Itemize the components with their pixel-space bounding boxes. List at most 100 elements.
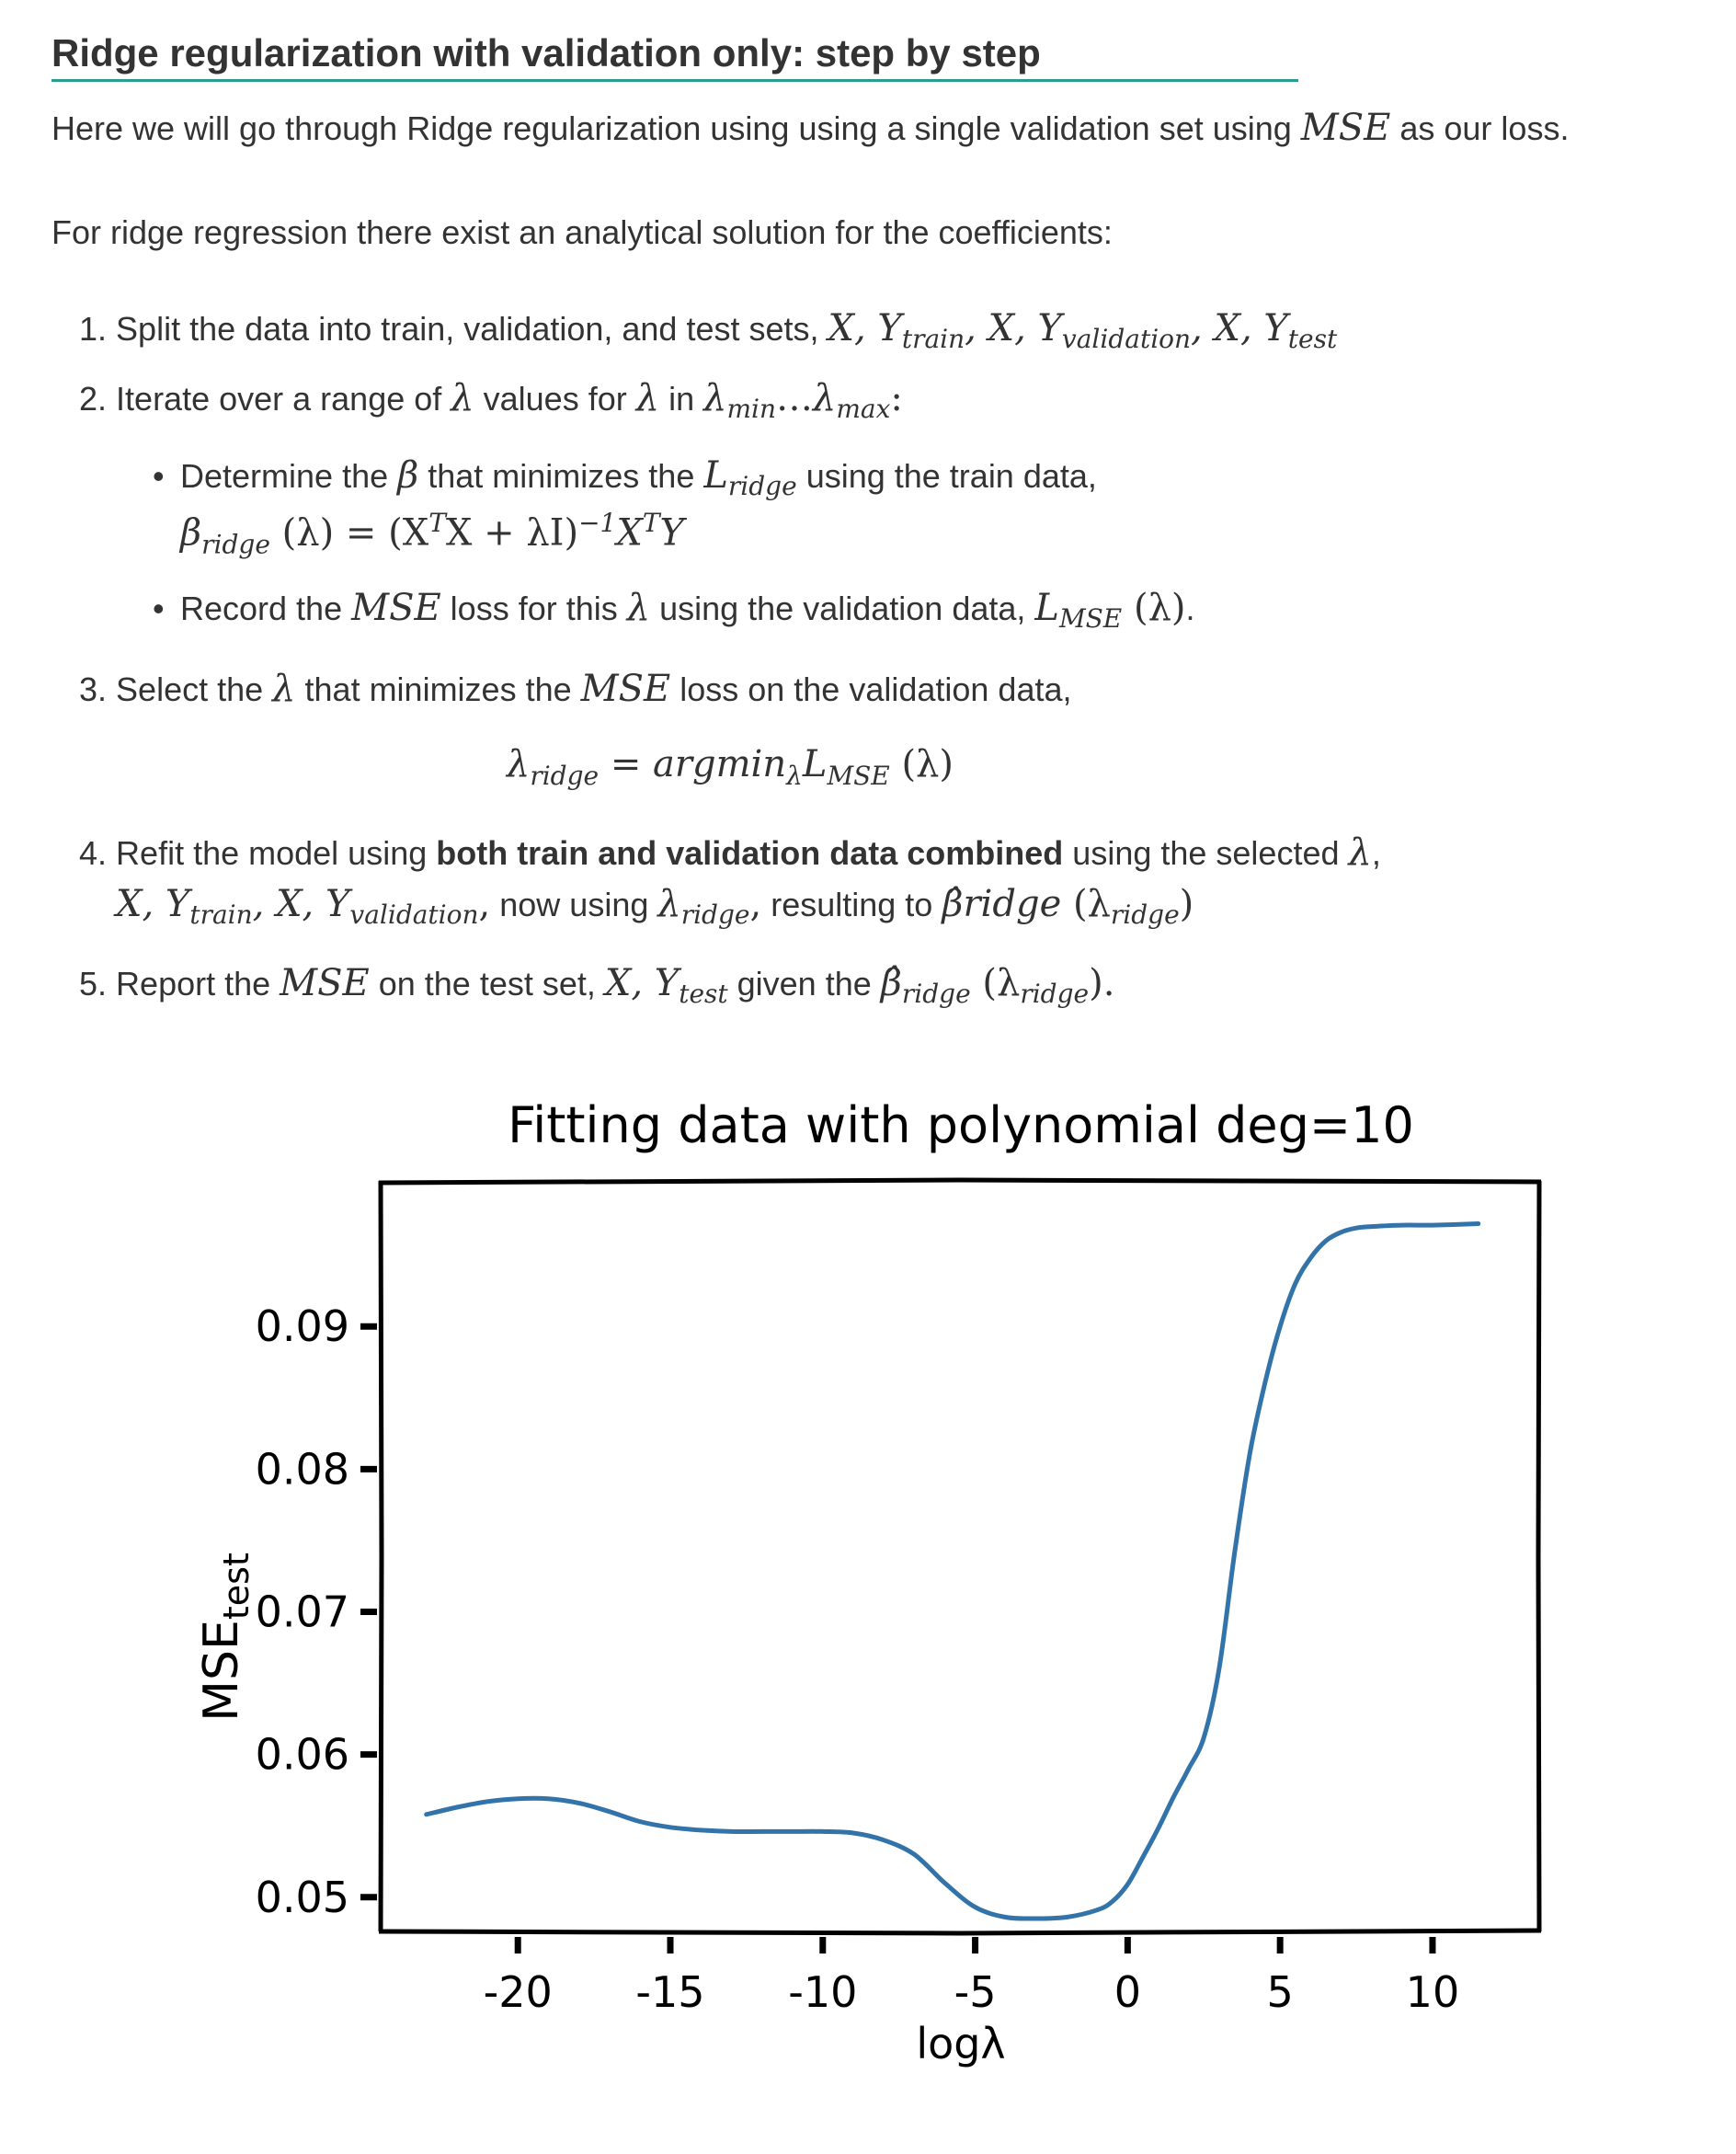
math-sup: T bbox=[642, 508, 660, 538]
math-lambda: λ bbox=[813, 377, 837, 419]
math-lambda: λ bbox=[626, 587, 651, 629]
y-axis-label: MSEtest bbox=[194, 1552, 257, 1722]
y-tick-label: 0.06 bbox=[256, 1730, 349, 1780]
math-expr: ). bbox=[1089, 962, 1115, 1004]
math-sub: test bbox=[1287, 324, 1338, 355]
math-sub: train bbox=[901, 324, 965, 355]
math-expr: = argmin bbox=[599, 743, 787, 785]
math-expr: X + λI) bbox=[445, 511, 579, 555]
chart-title: Fitting data with polynomial deg=10 bbox=[508, 1096, 1414, 1154]
math-beta: β bbox=[180, 511, 202, 555]
intro-text-start: Here we will go through Ridge regulariza… bbox=[51, 109, 1301, 147]
math-sub: λ bbox=[786, 761, 803, 791]
step-text: resulting to bbox=[761, 886, 942, 923]
bullet-record-mse: • Record the MSE loss for this λ using th… bbox=[153, 587, 1195, 634]
math-sub: ridge bbox=[680, 899, 750, 931]
math-beta: β bbox=[397, 454, 419, 497]
step-4: 4. Refit the model using both train and … bbox=[79, 831, 1381, 874]
step-number: 5. bbox=[79, 965, 108, 1003]
mse-vs-lambda-chart: Fitting data with polynomial deg=10 0.05… bbox=[194, 1096, 1542, 2068]
step-2: 2. Iterate over a range of λ values for … bbox=[79, 377, 903, 424]
math-sub: ridge bbox=[901, 979, 971, 1010]
y-tick-label: 0.07 bbox=[256, 1587, 349, 1637]
bullet-text: using the train data, bbox=[796, 457, 1097, 495]
math-sub: max bbox=[836, 394, 891, 425]
step-text: Report the bbox=[116, 965, 280, 1003]
step-number: 3. bbox=[79, 670, 108, 708]
step-1: 1. Split the data into train, validation… bbox=[79, 307, 1337, 354]
math-xy: , X, Y bbox=[252, 883, 350, 925]
step-text: on the test set, bbox=[369, 965, 605, 1003]
bullet-dot-icon: • bbox=[153, 457, 165, 495]
math-sub: ridge bbox=[1110, 899, 1180, 931]
math-mse: MSE bbox=[580, 668, 671, 710]
step-number: 2. bbox=[79, 380, 108, 418]
math-sub: validation bbox=[1061, 324, 1192, 355]
math-expr: (λ) bbox=[1122, 587, 1186, 629]
math-beta-hat: β̂ bbox=[880, 962, 902, 1004]
math-xy: X, Y bbox=[116, 883, 190, 925]
x-tick-label: 5 bbox=[1267, 1967, 1294, 2017]
step-5: 5. Report the MSE on the test set, X, Yt… bbox=[79, 962, 1114, 1009]
axis-top bbox=[378, 1177, 1542, 1186]
step-text: now using bbox=[490, 886, 658, 923]
math-sub: ridge bbox=[727, 471, 797, 502]
x-tick-label: 0 bbox=[1114, 1967, 1141, 2017]
y-tick-label: 0.09 bbox=[256, 1301, 349, 1351]
math-expr: (λ) = (X bbox=[269, 511, 429, 555]
math-xy: X, Y bbox=[604, 962, 680, 1004]
x-axis-label: logλ bbox=[916, 2019, 1005, 2068]
math-L: L bbox=[703, 454, 728, 497]
math-L: L bbox=[1034, 587, 1059, 629]
lambda-ridge-equation: λridge = argminλLMSE (λ) bbox=[0, 743, 1598, 791]
math-expr: (λ bbox=[970, 962, 1021, 1004]
math-lambda: λ bbox=[451, 377, 474, 419]
math-sub: MSE bbox=[1058, 603, 1123, 635]
step-text: that minimizes the bbox=[295, 670, 581, 708]
math-sup: T bbox=[428, 508, 446, 538]
step-3: 3. Select the λ that minimizes the MSE l… bbox=[79, 668, 1072, 710]
bullet-text: that minimizes the bbox=[418, 457, 704, 495]
step-text: given the bbox=[727, 965, 881, 1003]
math-xy: , X, Y bbox=[965, 307, 1062, 349]
step-text: Iterate over a range of bbox=[116, 380, 451, 418]
beta-ridge-formula: βridge (λ) = (XTX + λI)−1XTY bbox=[180, 508, 684, 559]
math-expr: ) bbox=[1179, 883, 1194, 925]
math-lambda: λ bbox=[506, 743, 531, 785]
math-colon: : bbox=[890, 377, 903, 419]
axis-left bbox=[378, 1180, 384, 1932]
step-4-continued: X, Ytrain, X, Yvalidation, now using λri… bbox=[116, 883, 1194, 930]
y-tick-label: 0.05 bbox=[256, 1873, 349, 1922]
x-tick-label: -10 bbox=[788, 1967, 857, 2017]
step-text: using the selected bbox=[1063, 834, 1349, 872]
bullet-text: using the validation data, bbox=[650, 590, 1035, 627]
math-xy: , X, Y bbox=[1191, 307, 1288, 349]
step-text: , bbox=[1371, 834, 1381, 872]
bullet-text: . bbox=[1185, 590, 1195, 627]
bold-text: both train and validation data combined bbox=[436, 834, 1064, 872]
math-mse: MSE bbox=[280, 962, 370, 1004]
math-xy: X, Y bbox=[828, 307, 902, 349]
x-tick-label: 10 bbox=[1406, 1967, 1460, 2017]
step-text: values for bbox=[474, 380, 636, 418]
x-tick-label: -5 bbox=[954, 1967, 997, 2017]
math-lambda: λ bbox=[635, 377, 660, 419]
axis-right bbox=[1536, 1180, 1542, 1932]
y-tick-label: 0.08 bbox=[256, 1444, 349, 1494]
bullet-dot-icon: • bbox=[153, 590, 165, 627]
math-beta-hat: β̂ridge bbox=[942, 883, 1062, 925]
math-sub: ridge bbox=[530, 761, 600, 791]
x-tick-label: -20 bbox=[484, 1967, 553, 2017]
x-axis-ticks: -20 -15 -10 -5 0 5 10 bbox=[484, 1937, 1460, 2017]
math-sub: ridge bbox=[1020, 979, 1090, 1010]
bullet-text: Determine the bbox=[180, 457, 398, 495]
math-comma: , bbox=[478, 883, 491, 925]
math-sub: ridge bbox=[201, 529, 270, 560]
math-lambda: λ bbox=[703, 377, 727, 419]
math-mse: MSE bbox=[351, 587, 441, 629]
section-heading: Ridge regularization with validation onl… bbox=[51, 31, 1298, 82]
step-text: Split the data into train, validation, a… bbox=[116, 310, 828, 348]
step-number: 4. bbox=[79, 834, 108, 872]
math-lambda: λ bbox=[272, 668, 296, 710]
math-sub: min bbox=[726, 394, 777, 425]
